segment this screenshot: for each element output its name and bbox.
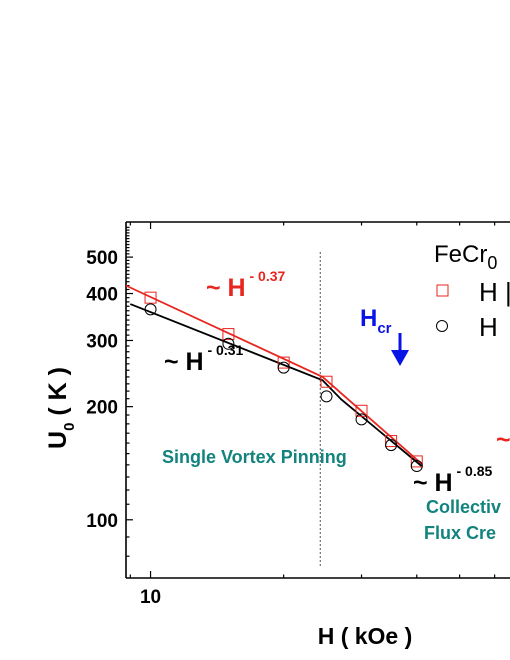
black-slope-annotation: ~ H - 0.31 [164,342,244,376]
square-point [320,375,333,388]
square-point [410,455,423,468]
fit-line [129,303,423,467]
y-tick-label: 200 [86,398,118,419]
circle-point [385,439,398,452]
data-markers [144,291,423,473]
y-axis-label: U0 ( K ) [44,367,78,449]
fit-line [126,284,423,465]
y-tick-label: 400 [86,285,118,306]
red-slope2-annotation: ~ [496,426,510,454]
region-collective-label: Collectiv [426,497,501,517]
square-point [222,328,235,341]
hcr-annotation: Hcr [360,305,392,337]
square-point [144,291,157,304]
x-axis-label: H ( kOe ) [318,623,413,649]
y-tick-label: 500 [86,248,118,269]
region-flux-creep-label: Flux Cre [424,523,496,543]
black-slope2-annotation: ~ H - 0.85 [413,463,493,497]
legend-title: FeCr0 [434,241,497,273]
square-point [385,435,398,448]
circle-point [144,303,157,316]
red-slope-annotation: ~ H - 0.37 [206,268,286,302]
y-tick-label: 100 [86,511,118,532]
legend-entry-2: H [479,312,498,342]
circle-point [277,361,290,374]
legend-circle-marker [436,320,448,332]
square-point [355,404,368,417]
fit-lines [126,284,423,467]
circle-point [222,337,235,350]
tick-labels: 100 200 300 400 500 10 [86,248,161,608]
legend-square-marker [436,284,449,297]
legend-entry-1: H | [479,277,510,307]
square-point [277,356,290,369]
circle-point [355,413,368,426]
circle-point [320,390,333,403]
x-tick-label: 10 [140,587,161,608]
hcr-arrow [391,333,409,366]
y-tick-label: 300 [86,331,118,352]
legend: FeCr0 H | H [434,241,510,342]
region-single-vortex-label: Single Vortex Pinning [162,447,347,467]
circle-point [410,460,423,473]
